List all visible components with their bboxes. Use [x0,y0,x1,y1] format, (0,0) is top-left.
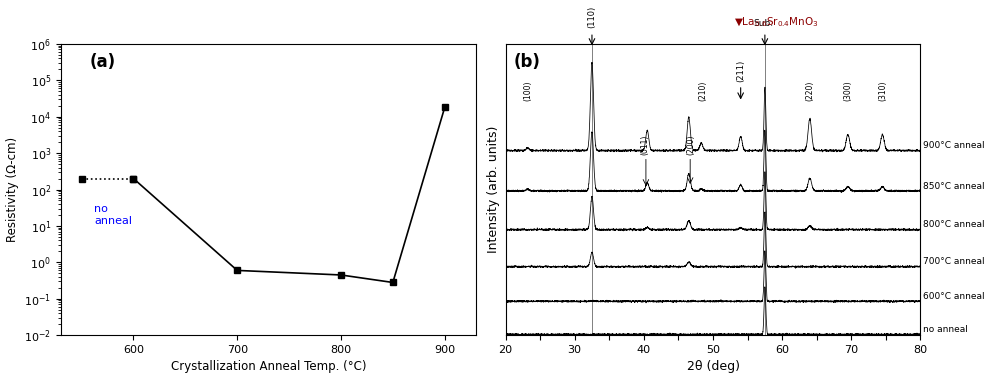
Text: Sub.: Sub. [753,19,773,28]
Text: 800°C anneal: 800°C anneal [924,221,985,229]
Text: ▼La$_{0.6}$Sr$_{0.4}$MnO$_3$: ▼La$_{0.6}$Sr$_{0.4}$MnO$_3$ [734,16,819,29]
Text: (011): (011) [641,134,649,155]
Y-axis label: Intensity (arb. units): Intensity (arb. units) [487,126,500,253]
Text: (210): (210) [699,81,708,101]
Text: 700°C anneal: 700°C anneal [924,257,985,266]
X-axis label: 2θ (deg): 2θ (deg) [686,360,740,373]
Text: 600°C anneal: 600°C anneal [924,292,985,301]
Text: (310): (310) [878,81,887,101]
Text: 850°C anneal: 850°C anneal [924,182,985,191]
Text: (200): (200) [686,134,695,155]
X-axis label: Crystallization Anneal Temp. (°C): Crystallization Anneal Temp. (°C) [170,360,366,373]
Text: (a): (a) [90,53,116,70]
Text: (100): (100) [523,81,533,101]
Y-axis label: Resistivity (Ω-cm): Resistivity (Ω-cm) [6,137,19,242]
Text: (110): (110) [587,6,596,28]
Text: (211): (211) [737,60,745,82]
Text: (300): (300) [843,81,852,101]
Text: (b): (b) [514,53,541,70]
Text: 900°C anneal: 900°C anneal [924,141,985,150]
Text: (220): (220) [805,81,815,101]
Text: no
anneal: no anneal [94,204,132,226]
Text: no anneal: no anneal [924,325,968,334]
